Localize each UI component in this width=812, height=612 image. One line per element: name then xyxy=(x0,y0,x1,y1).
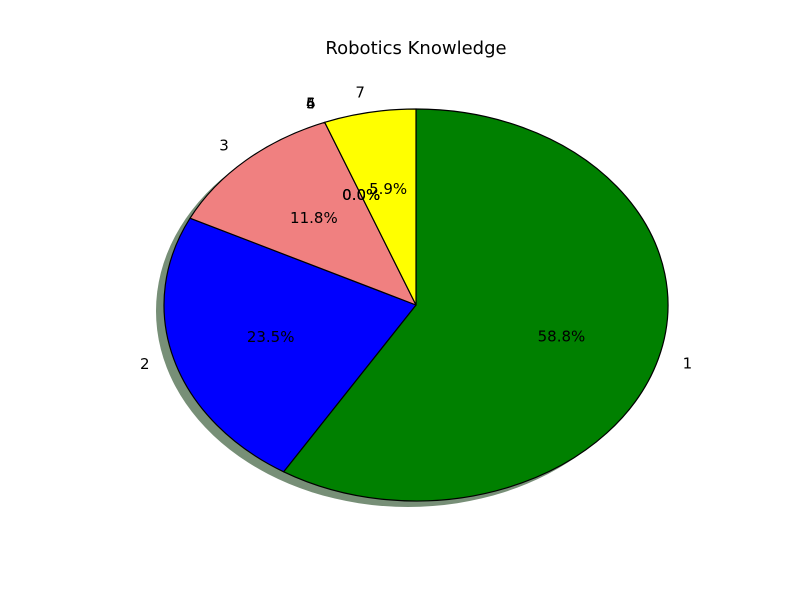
slice-label-5: 5 xyxy=(306,95,316,113)
slice-label-4: 4 xyxy=(306,95,316,113)
slice-label-2: 2 xyxy=(140,355,150,373)
pie-slice-3 xyxy=(189,121,417,306)
pct-label-5: 0.0% xyxy=(342,186,380,204)
slice-label-7: 7 xyxy=(355,84,365,102)
pie-slice-2 xyxy=(163,217,417,473)
pct-label-2: 23.5% xyxy=(247,328,295,346)
pie-slices xyxy=(163,108,669,502)
slice-label-3: 3 xyxy=(219,136,229,154)
pie-labels: 158.8%223.5%311.8%40.0%50.0%60.0%75.9% xyxy=(140,84,692,373)
pct-label-1: 58.8% xyxy=(538,328,586,346)
pie-slice-7 xyxy=(324,108,417,306)
pct-label-4: 0.0% xyxy=(342,186,380,204)
pct-label-3: 11.8% xyxy=(290,209,338,227)
pct-label-7: 5.9% xyxy=(369,180,407,198)
pct-label-6: 0.0% xyxy=(342,186,380,204)
pie-slice-1 xyxy=(283,108,669,502)
chart-title: Robotics Knowledge xyxy=(325,38,506,59)
slice-label-1: 1 xyxy=(683,354,693,372)
slice-label-6: 6 xyxy=(306,95,316,113)
